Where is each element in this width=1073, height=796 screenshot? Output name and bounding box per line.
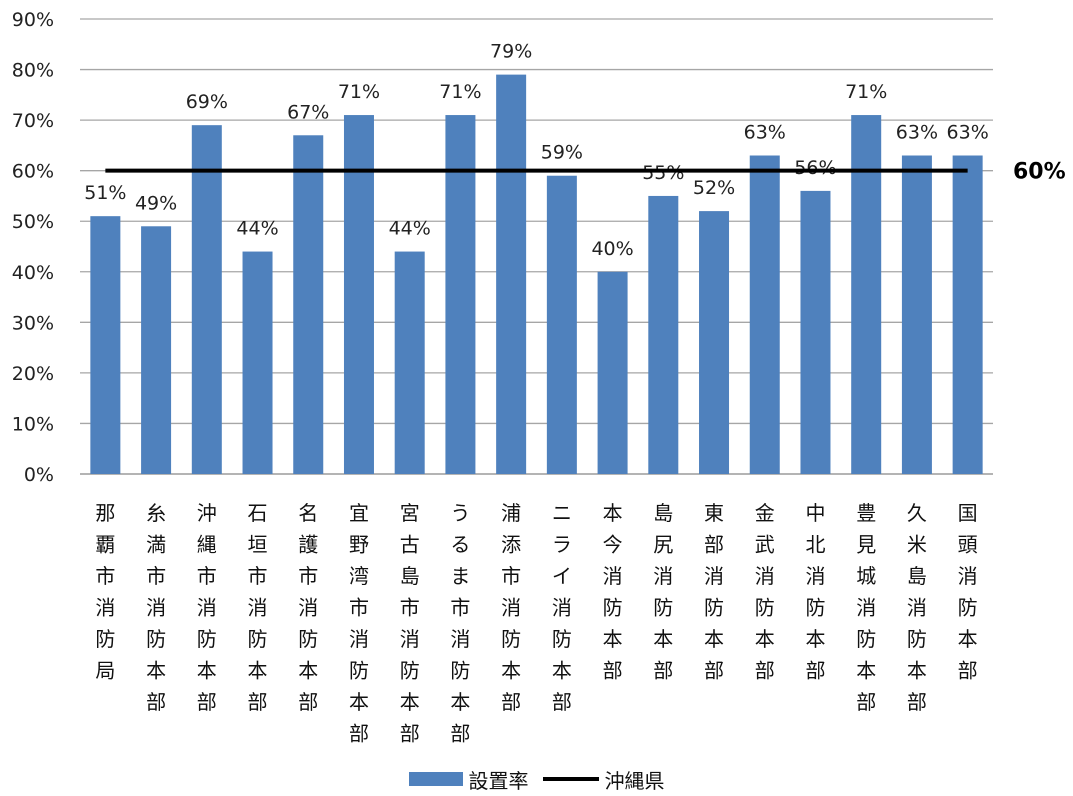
category-label: 那覇市消防局 [95,501,115,683]
category-labels: 那覇市消防局 糸満市消防本部 沖縄市消防本部 石垣市消防本部 名護市消防本部 宜野湾市消防… [95,501,977,746]
category-label: 豊見城消防本部 [856,501,876,714]
category-label: 名護市消防本部 [298,501,318,714]
bar [648,195,679,474]
bars [90,74,983,475]
category-label: 宮古島市消防本部 [400,501,420,746]
data-label: 71% [845,81,887,103]
data-label: 63% [896,122,938,144]
bar [191,125,222,475]
data-label: 63% [947,122,989,144]
bar [343,115,374,475]
reference-line-label: 60% [1013,160,1066,185]
y-tick-label: 80% [12,60,54,82]
category-label: 糸満市消防本部 [146,501,166,714]
data-label: 52% [693,177,735,199]
bar [749,155,780,474]
bar [496,74,527,474]
category-label: 金武消防本部 [755,501,775,683]
category-label: ニライ消防本部 [552,501,572,714]
bar [699,211,730,474]
y-tick-label: 40% [12,262,54,284]
y-tick-label: 0% [24,464,54,486]
bar [394,251,425,474]
legend-swatch-bars [408,772,463,786]
data-label: 51% [84,182,126,204]
data-labels: 51% 49% 69% 44% 67% 71% 44% 71% 79% 59% 40% 55% 52% 6… [84,41,989,260]
bar [445,115,476,475]
data-label: 63% [744,122,786,144]
legend-swatch-line [542,777,599,781]
bar-chart: 0% 10% 20% 30% 40% 50% 60% 70% 80% 90% 51% 49% 69% 4… [12,9,1066,746]
bar [546,175,577,474]
data-label: 40% [591,238,633,260]
category-label: 浦添市消防本部 [501,501,521,714]
data-label: 59% [541,142,583,164]
bar [141,226,172,474]
reference-line-group: 60% [105,160,1066,185]
category-label: 宜野湾市消防本部 [349,501,369,746]
data-label: 56% [794,157,836,179]
y-tick-label: 10% [12,413,54,435]
data-label: 49% [135,192,177,214]
legend: 設置率 沖縄県 [0,764,1073,794]
legend-label-bars: 設置率 [468,768,529,793]
data-label: 55% [642,162,684,184]
category-label: うるま市消防本部 [450,501,470,746]
data-label: 67% [287,101,329,123]
category-label: 東部消防本部 [704,501,724,683]
bar [242,251,273,474]
category-label: 本今消防本部 [603,501,623,683]
y-tick-label: 20% [12,363,54,385]
bar [800,190,831,474]
category-label: 石垣市消防本部 [248,501,268,714]
data-label: 44% [236,218,278,240]
bar [851,115,882,475]
legend-item-line: 沖縄県 [542,765,665,794]
category-label: 国頭消防本部 [958,501,978,683]
y-tick-label: 60% [12,161,54,183]
category-label: 中北消防本部 [805,501,825,683]
data-label: 44% [389,218,431,240]
category-label: 久米島消防本部 [907,501,927,714]
data-label: 71% [338,81,380,103]
bar [293,135,324,474]
legend-label-line: 沖縄県 [604,768,665,793]
y-tick-label: 70% [12,110,54,132]
bar [90,216,121,474]
y-tick-label: 50% [12,211,54,233]
y-tick-label: 90% [12,9,54,31]
data-label: 79% [490,41,532,63]
y-tick-label: 30% [12,312,54,334]
bar [901,155,932,474]
category-label: 島尻消防本部 [653,501,673,683]
bar [597,271,628,474]
category-label: 沖縄市消防本部 [197,501,217,714]
data-label: 69% [186,91,228,113]
data-label: 71% [439,81,481,103]
y-axis-ticks: 0% 10% 20% 30% 40% 50% 60% 70% 80% 90% [12,9,54,486]
legend-item-bars: 設置率 [408,765,529,794]
bar [952,155,983,474]
